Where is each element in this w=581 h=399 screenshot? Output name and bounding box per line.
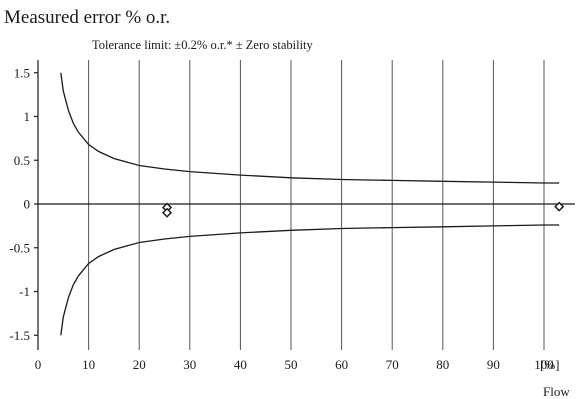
measurement-point [554,201,565,212]
y-tick-label: 0.5 [14,153,30,168]
x-tick-label: 70 [386,357,399,372]
chart-subtitle: Tolerance limit: ±0.2% o.r.* ± Zero stab… [92,38,314,52]
axes [37,60,575,350]
x-tick-label: 100 [534,357,554,372]
y-tick-label: 0 [24,197,31,212]
x-tick-label: 40 [234,357,247,372]
x-tick-label: 20 [133,357,146,372]
y-tick-label: -0.5 [9,240,30,255]
x-unit-label: [%] [540,357,560,372]
measurement-markers [161,201,565,218]
chart-title: Measured error % o.r. [4,7,170,28]
measurement-point [161,207,173,218]
y-tick-label: 1 [24,109,31,124]
y-tick-label: -1 [19,284,30,299]
x-tick-label: 60 [335,357,348,372]
x-tick-label: 50 [285,357,298,372]
x-tick-label: 30 [183,357,196,372]
x-tick-label: 90 [487,357,500,372]
lower-limit-curve [60,224,560,336]
x-axis-ticks: 0 10 20 30 40 50 60 70 80 90 100 [35,357,554,372]
y-tick-label: -1.5 [9,328,30,343]
x-tick-label: 10 [82,357,95,372]
x-tick-label: 80 [436,357,449,372]
y-axis-ticks: 1.5 1 0.5 0 -0.5 -1 -1.5 [9,65,38,343]
x-axis-label: Flow [543,384,570,399]
y-tick-label: 1.5 [14,65,30,80]
series-group [60,72,560,336]
vertical-gridlines [88,60,545,350]
x-tick-label: 0 [35,357,42,372]
upper-limit-curve [60,72,560,184]
